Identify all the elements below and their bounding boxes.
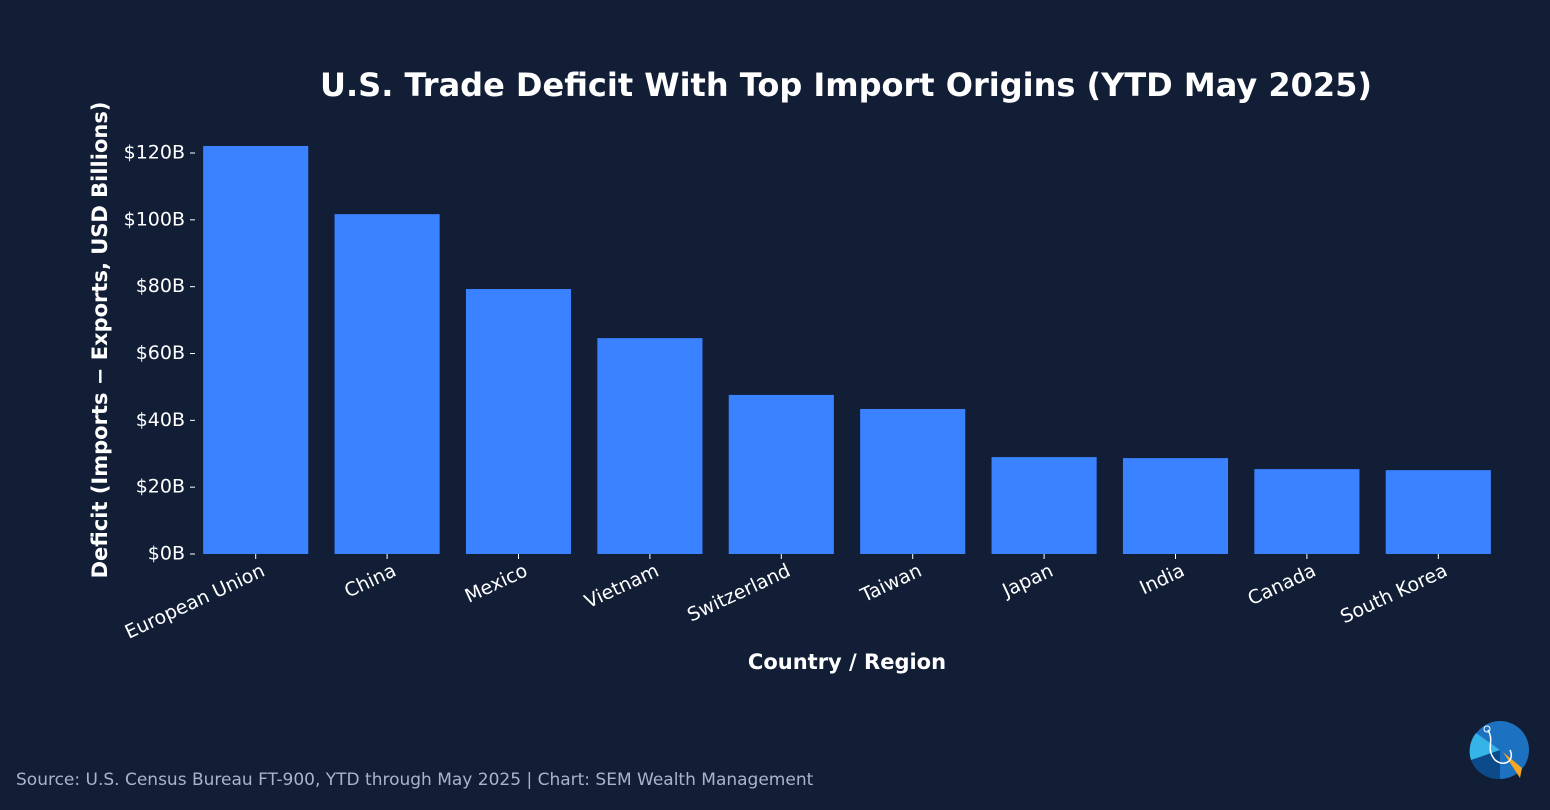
source-note: Source: U.S. Census Bureau FT-900, YTD t…	[16, 770, 814, 790]
bar	[991, 457, 1097, 554]
bar	[597, 338, 703, 554]
logo	[1469, 721, 1529, 780]
bar	[203, 145, 309, 555]
chart-title: U.S. Trade Deficit With Top Import Origi…	[320, 66, 1372, 104]
bar	[1254, 469, 1360, 554]
y-tick-label: $100B	[124, 208, 185, 230]
y-tick-label: $40B	[136, 409, 185, 431]
y-tick-label: $20B	[136, 476, 185, 498]
bar	[1122, 458, 1229, 554]
bar	[1385, 470, 1491, 554]
y-tick-label: $80B	[136, 275, 185, 297]
bar	[860, 408, 966, 554]
bar	[334, 214, 440, 555]
bar	[465, 289, 572, 554]
y-tick-label: $120B	[124, 142, 185, 164]
y-tick-label: $60B	[136, 342, 185, 364]
y-tick-label: $0B	[148, 543, 185, 565]
x-axis-label: Country / Region	[748, 650, 946, 674]
y-axis-label: Deficit (Imports − Exports, USD Billions…	[88, 102, 112, 579]
bar	[728, 394, 834, 554]
